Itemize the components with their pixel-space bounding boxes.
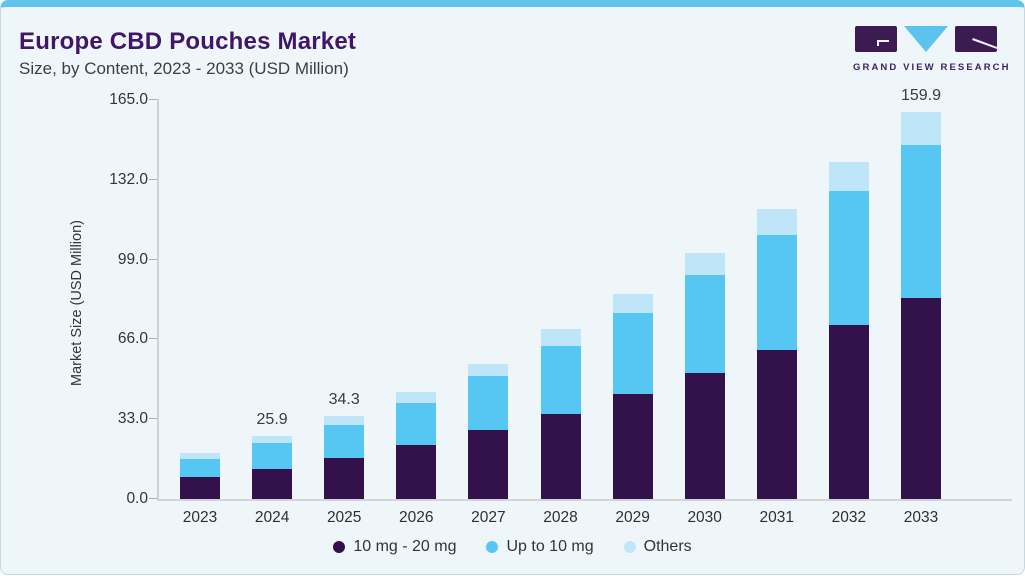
legend-item: 10 mg - 20 mg bbox=[333, 538, 456, 556]
bar-segment-others bbox=[612, 293, 653, 314]
bar-segment-others bbox=[180, 453, 220, 459]
bar-segment-up-to-10-mg bbox=[901, 144, 941, 299]
legend-label: Up to 10 mg bbox=[506, 538, 594, 555]
y-axis-tick-label: 66.0 bbox=[117, 330, 148, 348]
y-axis-tick-label: 99.0 bbox=[117, 250, 148, 268]
bar-segment-10-mg---20-mg bbox=[540, 413, 581, 499]
bar-segment-10-mg---20-mg bbox=[828, 324, 869, 499]
y-axis-tick bbox=[149, 498, 157, 499]
x-axis-label: 2031 bbox=[759, 509, 795, 526]
bar-segment-up-to-10-mg bbox=[324, 425, 365, 458]
bar-segment-others bbox=[324, 416, 365, 425]
x-axis-line bbox=[157, 499, 1012, 501]
bar-segment-10-mg---20-mg bbox=[324, 457, 365, 499]
grand-view-research-logo: GRAND VIEW RESEARCH bbox=[853, 26, 1011, 73]
x-axis-label: 2033 bbox=[903, 509, 939, 526]
bar-segment-others bbox=[468, 363, 509, 377]
bar-segment-up-to-10-mg bbox=[252, 442, 293, 469]
bar-segment-up-to-10-mg bbox=[684, 275, 725, 373]
gvr-logo-icon bbox=[855, 26, 997, 52]
y-axis-tick bbox=[149, 338, 157, 340]
bar-value-label: 159.9 bbox=[900, 87, 942, 105]
bar-segment-others bbox=[540, 329, 581, 347]
bar-value-label: 25.9 bbox=[256, 411, 288, 429]
bar-segment-up-to-10-mg bbox=[828, 191, 869, 325]
legend-label: Others bbox=[643, 538, 692, 555]
page-subtitle: Size, by Content, 2023 - 2033 (USD Milli… bbox=[19, 59, 349, 78]
bar-segment-10-mg---20-mg bbox=[396, 445, 437, 499]
bar-segment-10-mg---20-mg bbox=[901, 298, 941, 499]
bar-segment-up-to-10-mg bbox=[612, 313, 653, 395]
y-axis-line bbox=[157, 99, 159, 500]
x-axis-label: 2027 bbox=[471, 509, 506, 526]
bar-segment-10-mg---20-mg bbox=[684, 372, 725, 499]
logo-text: GRAND VIEW RESEARCH bbox=[853, 62, 1011, 73]
bar-segment-others bbox=[828, 161, 869, 192]
legend-item: Others bbox=[623, 538, 692, 556]
y-axis-tick bbox=[149, 258, 157, 260]
bar-segment-10-mg---20-mg bbox=[612, 394, 653, 499]
legend-label: 10 mg - 20 mg bbox=[353, 538, 457, 555]
y-axis-tick bbox=[149, 178, 157, 180]
bar-segment-up-to-10-mg bbox=[180, 458, 220, 477]
legend-dot-icon bbox=[333, 541, 346, 553]
x-axis-label: 2024 bbox=[254, 509, 290, 526]
x-axis-label: 2030 bbox=[687, 509, 722, 526]
bar-segment-up-to-10-mg bbox=[468, 376, 509, 431]
bar-segment-others bbox=[901, 112, 941, 145]
legend-item: Up to 10 mg bbox=[486, 538, 594, 556]
bar-segment-others bbox=[396, 391, 437, 403]
y-axis-title: Market Size (USD Million) bbox=[69, 220, 85, 386]
legend-dot-icon bbox=[623, 541, 636, 553]
y-axis-tick bbox=[149, 418, 157, 420]
bar-segment-up-to-10-mg bbox=[396, 402, 437, 446]
y-axis-tick-label: 165.0 bbox=[109, 91, 148, 108]
bar-segment-others bbox=[252, 436, 293, 443]
bar-segment-10-mg---20-mg bbox=[468, 430, 509, 499]
x-axis-label: 2025 bbox=[326, 509, 362, 526]
y-axis-tick-label: 33.0 bbox=[117, 410, 148, 428]
y-axis-tick bbox=[149, 99, 157, 100]
legend-dot-icon bbox=[486, 541, 499, 553]
page-title: Europe CBD Pouches Market bbox=[19, 28, 357, 55]
x-axis-label: 2023 bbox=[182, 509, 218, 526]
bar-segment-10-mg---20-mg bbox=[252, 468, 293, 499]
x-axis-label: 2032 bbox=[831, 509, 867, 526]
chart-legend: 10 mg - 20 mg Up to 10 mg Others bbox=[1, 538, 1024, 556]
bar-segment-others bbox=[684, 252, 725, 276]
bar-segment-others bbox=[756, 208, 797, 236]
x-axis-label: 2026 bbox=[399, 509, 434, 526]
x-axis-label: 2028 bbox=[543, 509, 578, 526]
y-axis-tick-label: 0.0 bbox=[126, 490, 148, 507]
bar-segment-10-mg---20-mg bbox=[180, 476, 220, 499]
bar-segment-up-to-10-mg bbox=[540, 346, 581, 414]
bar-segment-up-to-10-mg bbox=[756, 235, 797, 350]
y-axis-tick-label: 132.0 bbox=[109, 170, 148, 188]
bar-value-label: 34.3 bbox=[328, 391, 360, 409]
bar-segment-10-mg---20-mg bbox=[756, 349, 797, 499]
x-axis-label: 2029 bbox=[615, 509, 650, 526]
